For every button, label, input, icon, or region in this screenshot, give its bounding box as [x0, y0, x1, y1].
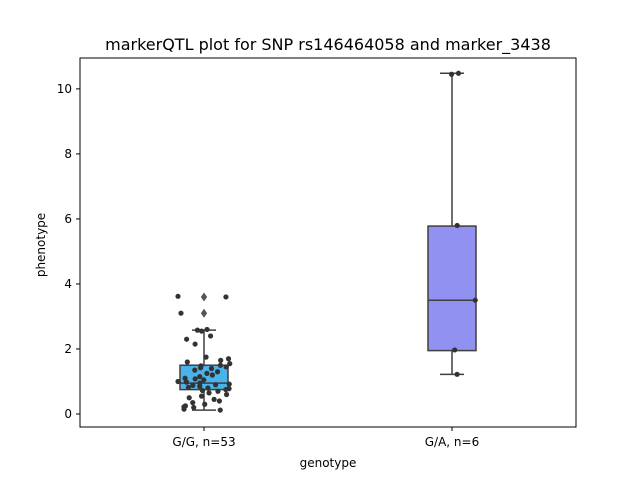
data-point	[201, 377, 207, 383]
data-point	[186, 395, 192, 401]
data-point	[198, 328, 205, 334]
data-point	[214, 369, 221, 375]
data-point	[197, 383, 203, 389]
data-point	[452, 347, 458, 353]
data-point	[216, 398, 222, 404]
outlier-marker	[200, 308, 208, 318]
data-point	[184, 359, 190, 365]
data-point	[182, 375, 188, 381]
data-point	[226, 381, 232, 387]
axes: 0 2 4 6 8 10 G/G, n=53 G/A, n=6	[57, 57, 577, 449]
y-tick-label: 0	[64, 407, 72, 421]
data-point	[202, 401, 208, 407]
y-tick-label: 10	[57, 82, 72, 96]
data-point	[225, 356, 232, 362]
data-point	[455, 70, 462, 76]
data-point	[199, 387, 206, 394]
data-point	[197, 374, 203, 380]
data-point	[178, 310, 184, 316]
data-point	[204, 326, 210, 333]
data-point	[227, 361, 233, 367]
data-point	[448, 71, 455, 77]
data-point	[197, 365, 204, 371]
data-point	[223, 391, 230, 398]
data-point	[190, 400, 196, 406]
y-tick-label: 2	[64, 342, 72, 356]
plot-area	[175, 70, 478, 413]
data-point	[205, 385, 211, 391]
data-point	[472, 297, 478, 303]
data-point	[217, 362, 224, 368]
data-point	[183, 379, 190, 385]
x-axis-label: genotype	[300, 456, 357, 470]
data-point	[454, 222, 460, 229]
chart-title: markerQTL plot for SNP rs146464058 and m…	[105, 35, 551, 55]
data-point	[209, 372, 215, 378]
data-point	[218, 357, 224, 363]
data-point	[215, 388, 221, 394]
data-point	[198, 393, 205, 399]
data-point	[185, 384, 192, 390]
data-point	[211, 396, 217, 402]
data-point	[203, 354, 209, 360]
data-point	[184, 336, 190, 342]
data-point	[204, 370, 210, 376]
y-tick-label: 8	[64, 147, 72, 161]
data-point	[192, 376, 198, 382]
data-point	[175, 293, 181, 299]
data-point	[223, 294, 229, 300]
x-tick-label: G/G, n=53	[172, 435, 235, 449]
outlier-marker	[200, 292, 208, 302]
data-point	[207, 333, 214, 339]
data-point	[223, 364, 229, 370]
data-point	[191, 404, 197, 411]
data-point	[206, 390, 212, 396]
box-group-1	[175, 292, 233, 413]
y-axis-label: phenotype	[34, 213, 48, 277]
y-tick-label: 6	[64, 212, 72, 226]
box-iqr	[427, 225, 477, 352]
data-point	[213, 382, 219, 388]
data-point	[192, 341, 198, 347]
data-point	[208, 365, 215, 372]
box-group-2	[427, 70, 478, 377]
y-tick-label: 4	[64, 277, 72, 291]
plot-frame	[79, 57, 577, 428]
data-point	[454, 371, 460, 377]
data-point	[217, 407, 223, 413]
data-point	[192, 367, 198, 373]
x-tick-label: G/A, n=6	[425, 435, 479, 449]
data-point	[223, 387, 229, 393]
data-point	[181, 406, 187, 412]
data-point	[190, 382, 196, 388]
data-point	[175, 378, 181, 385]
data-point	[194, 327, 201, 333]
